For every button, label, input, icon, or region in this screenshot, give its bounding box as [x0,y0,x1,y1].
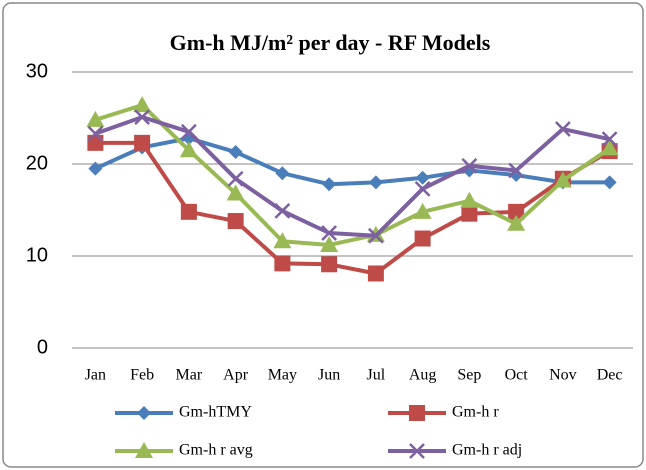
chart-title: Gm-h MJ/m² per day - RF Models [170,30,491,55]
legend-label: Gm-hTMY [179,404,252,421]
marker [601,131,618,148]
marker [274,203,291,219]
marker [321,225,338,241]
marker [135,442,153,458]
marker [134,134,151,151]
marker [87,134,104,151]
x-tick-label: Jun [318,367,340,384]
x-tick-label: Jul [367,367,386,384]
series-line [94,103,611,247]
marker [409,443,425,459]
marker [137,406,151,420]
x-tick-label: Sep [457,367,481,384]
marker [415,170,430,185]
y-tick-label: 10 [26,244,48,266]
legend-label: Gm-h r avg [179,442,253,459]
x-tick-label: May [268,367,297,384]
marker [227,213,244,230]
marker [274,255,291,272]
x-tick-label: Oct [505,367,529,384]
marker [87,125,104,142]
marker [134,109,151,125]
marker [367,227,384,244]
x-tick-label: Dec [597,367,623,384]
marker [507,214,526,231]
marker [180,123,197,140]
marker [414,180,431,197]
marker [508,162,525,179]
x-tick-label: Apr [223,367,249,384]
x-tick-label: Mar [176,367,203,384]
x-tick-label: Nov [549,367,577,384]
marker [414,230,431,247]
marker [228,145,243,160]
marker [461,157,478,174]
marker [273,232,292,249]
marker [409,405,425,421]
marker [553,171,572,188]
marker [413,202,432,219]
marker [88,161,103,176]
marker [554,121,571,137]
marker [461,205,478,222]
marker [179,141,198,158]
series-line [94,136,610,187]
marker [367,265,384,282]
y-tick-label: 0 [37,336,48,358]
marker [275,166,290,181]
y-tick-label: 20 [26,152,48,174]
marker [226,184,245,201]
marker [508,203,525,220]
marker [460,191,479,208]
marker [321,256,338,273]
x-tick-label: Aug [409,367,437,384]
marker [602,175,617,190]
marker [368,175,383,190]
marker [320,235,339,252]
series-line [94,115,611,238]
marker [600,139,619,156]
marker [86,110,105,127]
marker [322,177,337,192]
y-tick-label: 30 [26,60,48,82]
x-tick-label: Feb [130,367,154,384]
marker [180,203,197,220]
legend-label: Gm-h r adj [452,442,522,459]
marker [133,96,152,113]
legend-label: Gm-h r [452,404,499,421]
x-tick-label: Jan [85,367,106,384]
marker [227,170,244,187]
